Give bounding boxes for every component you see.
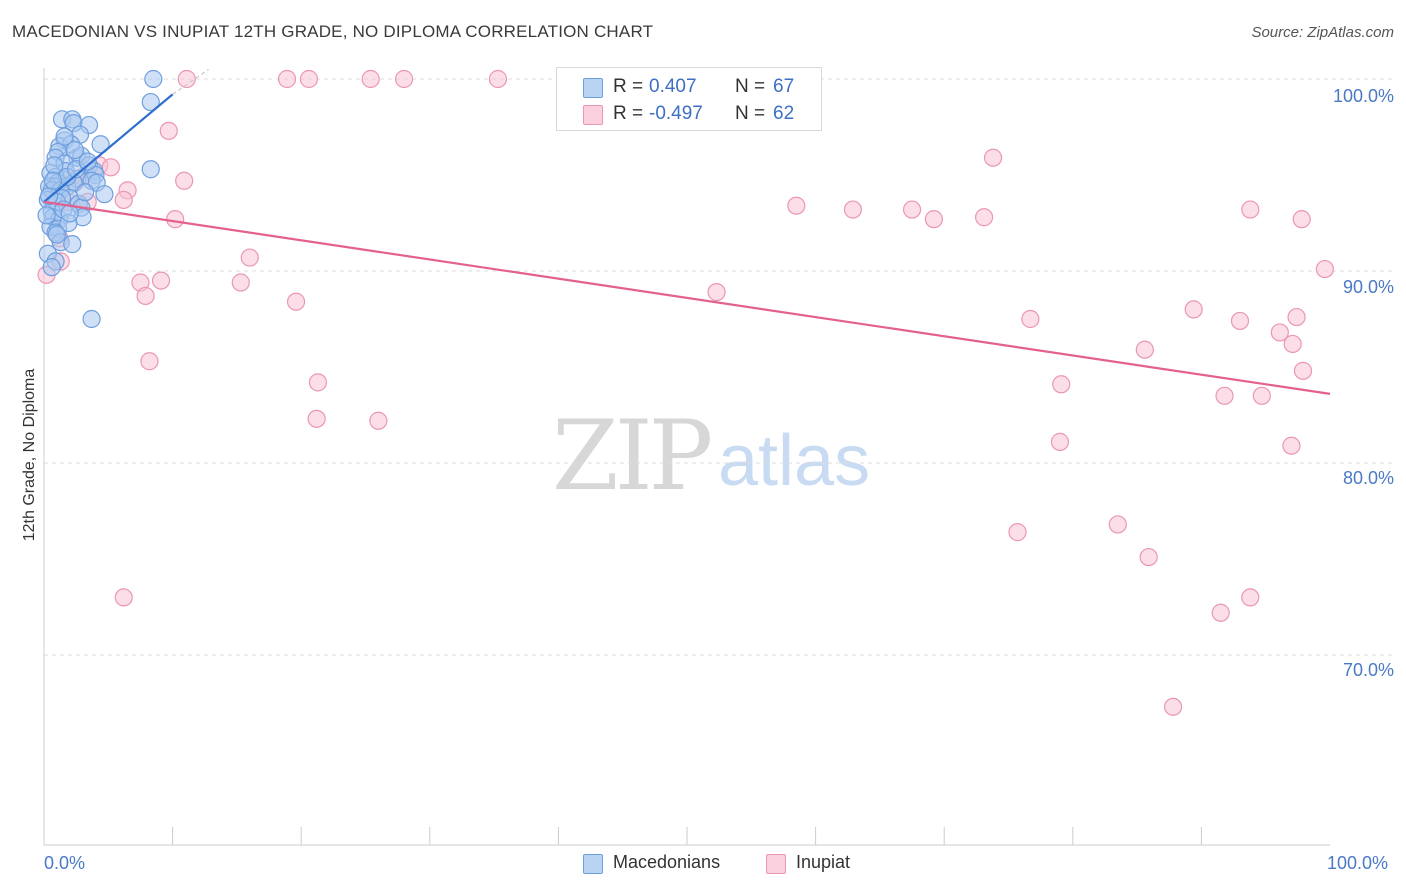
- inupiat-point: [159, 121, 178, 140]
- inupiat-point: [707, 283, 726, 302]
- macedonian-point: [47, 225, 66, 244]
- inupiat-point: [394, 69, 414, 89]
- y-tick-label-100: 100.0%: [1332, 86, 1394, 106]
- inupiat-trend-line: [43, 200, 1331, 395]
- legend-n-label: N =: [735, 103, 766, 124]
- y-tick-label-90: 90.0%: [1342, 277, 1394, 297]
- macedonian-point: [76, 183, 95, 202]
- inupiat-point: [1135, 340, 1154, 359]
- macedonian-point: [82, 309, 101, 329]
- source-credit: Source: ZipAtlas.com: [1251, 24, 1394, 41]
- legend-row-inupiat: R = -0.497 N = 62: [557, 103, 821, 127]
- inupiat-point: [1021, 309, 1040, 329]
- y-tick-label-70: 70.0%: [1342, 660, 1394, 680]
- inupiat-point: [902, 200, 922, 219]
- inupiat-point: [177, 69, 196, 89]
- inupiat-point: [1283, 334, 1302, 354]
- inupiat-point: [1252, 386, 1271, 405]
- inupiat-point: [1270, 323, 1289, 342]
- macedonian-point: [144, 69, 163, 89]
- macedonian-point: [95, 185, 114, 204]
- inupiat-point: [136, 286, 155, 306]
- inupiat-point: [787, 196, 806, 215]
- legend-n-value: 67: [773, 76, 795, 97]
- macedonian-point: [42, 258, 61, 277]
- legend-row-macedonians: R = 0.407 N = 67: [557, 76, 821, 100]
- inupiat-point: [308, 373, 328, 392]
- y-tick-label-80: 80.0%: [1342, 468, 1394, 488]
- inupiat-point: [924, 210, 944, 229]
- inupiat-point: [231, 273, 250, 292]
- inupiat-point: [1108, 515, 1127, 534]
- macedonian-point: [37, 206, 56, 225]
- watermark-zip: ZIP: [552, 400, 713, 512]
- legend-swatch-blue: [583, 78, 603, 98]
- macedonian-trend-extension: [172, 68, 209, 95]
- legend-n-label: N =: [735, 76, 766, 97]
- inupiat-point: [843, 200, 862, 219]
- macedonian-point: [78, 152, 97, 171]
- inupiat-point: [1215, 386, 1234, 405]
- legend-n-value: 62: [773, 103, 795, 124]
- legend-r-label: R =: [613, 76, 644, 97]
- inupiat-point: [361, 69, 380, 89]
- legend-swatch-pink: [583, 105, 603, 125]
- inupiat-point: [369, 411, 388, 430]
- correlation-legend: R = 0.407 N = 67 R = -0.497 N = 62: [556, 67, 822, 131]
- watermark-atlas: atlas: [718, 421, 871, 501]
- legend-r-value: 0.407: [649, 76, 697, 97]
- legend-r-value: -0.497: [649, 103, 703, 124]
- inupiat-point: [1315, 259, 1334, 279]
- inupiat-point: [1293, 361, 1313, 380]
- inupiat-point: [1008, 523, 1027, 542]
- inupiat-point: [175, 171, 194, 190]
- macedonian-point: [141, 92, 160, 112]
- inupiat-point: [1050, 432, 1070, 451]
- x-tick-label-0: 0.0%: [44, 853, 86, 873]
- inupiat-point: [140, 352, 159, 371]
- bottom-legend-swatch-blue: [583, 854, 603, 874]
- inupiat-point: [114, 588, 133, 607]
- inupiat-point: [1292, 210, 1311, 229]
- legend-r-label: R =: [613, 103, 644, 124]
- inupiat-point: [974, 208, 994, 227]
- inupiat-point: [1287, 307, 1306, 327]
- macedonian-point: [91, 135, 110, 154]
- inupiat-point: [277, 69, 297, 89]
- inupiat-point: [299, 69, 319, 89]
- inupiat-point: [1211, 603, 1230, 622]
- inupiat-point: [286, 292, 306, 311]
- inupiat-point: [1230, 311, 1250, 331]
- inupiat-point: [151, 271, 171, 290]
- chart-title: MACEDONIAN VS INUPIAT 12TH GRADE, NO DIP…: [12, 22, 654, 41]
- macedonian-point: [43, 171, 63, 190]
- macedonian-point: [141, 160, 160, 179]
- inupiat-point: [114, 190, 133, 210]
- macedonian-trend-line: [43, 93, 174, 203]
- inupiat-point: [1241, 200, 1260, 219]
- inupiat-point: [1241, 588, 1260, 607]
- inupiat-point: [166, 210, 185, 229]
- macedonian-point: [65, 140, 84, 160]
- x-tick-label-100: 100.0%: [1327, 853, 1389, 873]
- inupiat-point: [1139, 547, 1158, 567]
- bottom-legend-swatch-pink: [766, 854, 786, 874]
- inupiat-point: [983, 148, 1003, 167]
- inupiat-point: [307, 409, 326, 428]
- bottom-legend-label: Inupiat: [796, 852, 851, 872]
- inupiat-point: [488, 69, 508, 89]
- bottom-legend-label: Macedonians: [613, 852, 721, 872]
- inupiat-point: [101, 158, 120, 177]
- inupiat-point: [1184, 300, 1203, 319]
- inupiat-point: [1282, 436, 1301, 455]
- macedonian-point: [63, 235, 82, 254]
- macedonian-point: [45, 156, 64, 175]
- inupiat-point: [1052, 375, 1071, 394]
- macedonian-point: [55, 127, 74, 146]
- inupiat-point: [240, 248, 259, 267]
- inupiat-point: [1164, 697, 1183, 716]
